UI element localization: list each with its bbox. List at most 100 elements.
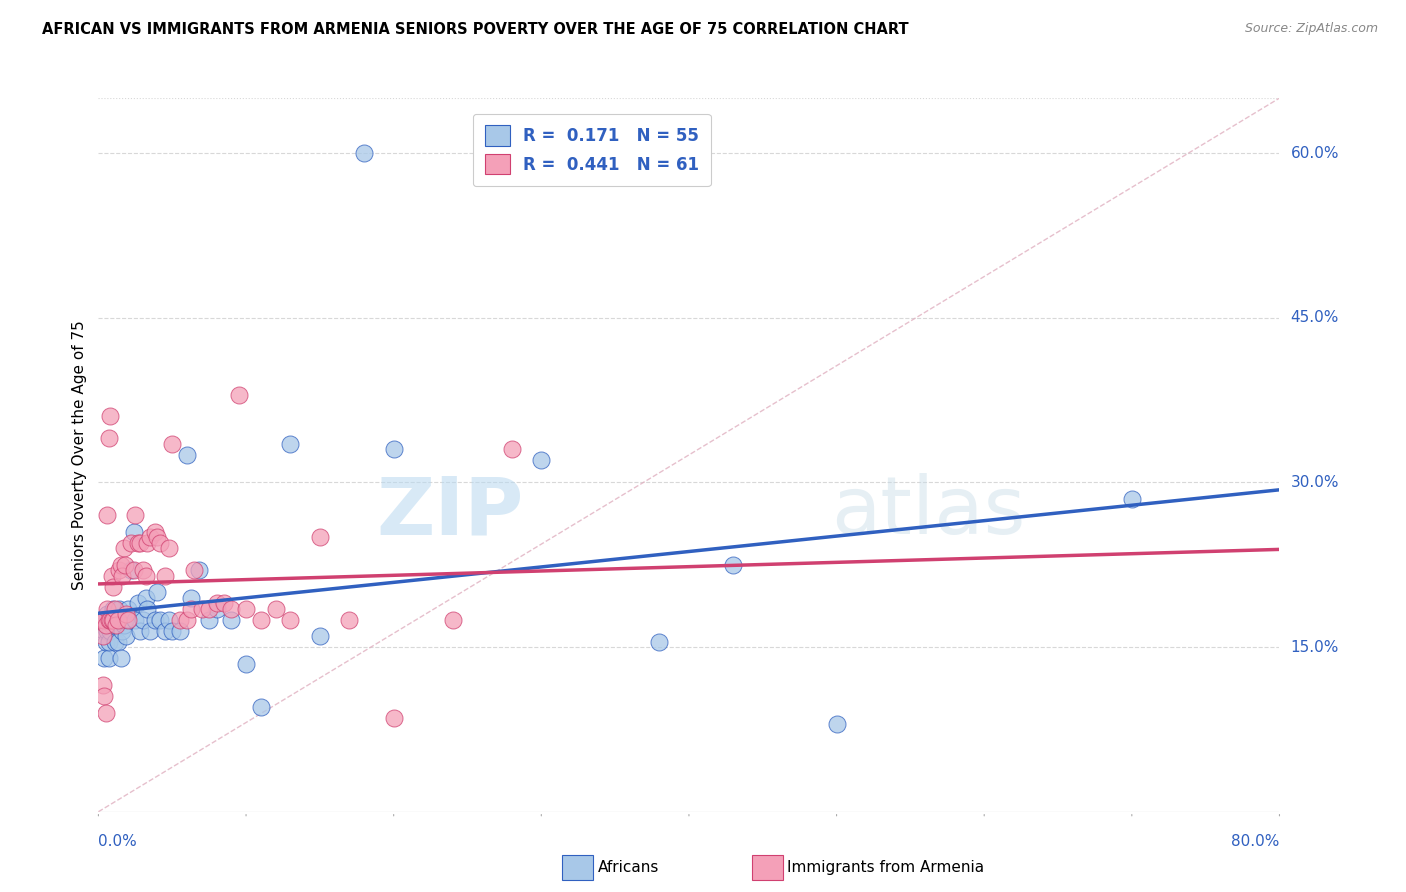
- Point: [146, 585, 169, 599]
- Point: [143, 613, 166, 627]
- Point: [149, 535, 172, 549]
- Point: [176, 613, 198, 627]
- Point: [112, 618, 135, 632]
- Point: [105, 618, 128, 632]
- Point: [180, 591, 202, 605]
- Text: ZIP: ZIP: [377, 473, 523, 551]
- Point: [127, 596, 149, 610]
- Point: [825, 717, 848, 731]
- Point: [648, 634, 671, 648]
- Text: Immigrants from Armenia: Immigrants from Armenia: [787, 861, 984, 875]
- Point: [162, 437, 183, 451]
- Point: [128, 624, 150, 638]
- Point: [96, 624, 118, 638]
- Point: [93, 651, 115, 665]
- Point: [212, 596, 235, 610]
- Point: [100, 618, 122, 632]
- Point: [169, 624, 191, 638]
- Point: [114, 613, 136, 627]
- Text: 30.0%: 30.0%: [1291, 475, 1339, 490]
- Point: [235, 657, 257, 671]
- Point: [135, 591, 157, 605]
- Point: [124, 508, 146, 523]
- Point: [250, 613, 273, 627]
- Point: [153, 568, 176, 582]
- Point: [97, 651, 120, 665]
- Point: [94, 618, 117, 632]
- Point: [100, 568, 122, 582]
- Point: [93, 690, 115, 704]
- Y-axis label: Seniors Poverty Over the Age of 75: Seniors Poverty Over the Age of 75: [72, 320, 87, 590]
- Point: [136, 601, 159, 615]
- Point: [278, 437, 302, 451]
- Point: [91, 629, 114, 643]
- Text: atlas: atlas: [831, 473, 1025, 551]
- Point: [122, 524, 145, 539]
- Point: [108, 563, 131, 577]
- Point: [98, 613, 121, 627]
- Point: [93, 613, 115, 627]
- Point: [104, 634, 127, 648]
- Point: [157, 613, 180, 627]
- Point: [117, 613, 139, 627]
- Point: [149, 613, 172, 627]
- Point: [169, 613, 191, 627]
- Point: [205, 596, 228, 610]
- Point: [176, 448, 198, 462]
- Point: [107, 634, 129, 648]
- Point: [219, 601, 242, 615]
- Point: [96, 607, 118, 621]
- Point: [90, 613, 112, 627]
- Point: [103, 613, 125, 627]
- Point: [93, 624, 115, 638]
- Legend: R =  0.171   N = 55, R =  0.441   N = 61: R = 0.171 N = 55, R = 0.441 N = 61: [472, 113, 710, 186]
- Point: [98, 409, 121, 424]
- Point: [501, 442, 523, 457]
- Point: [337, 613, 360, 627]
- Point: [180, 601, 202, 615]
- Point: [103, 580, 125, 594]
- Point: [128, 535, 150, 549]
- Text: AFRICAN VS IMMIGRANTS FROM ARMENIA SENIORS POVERTY OVER THE AGE OF 75 CORRELATIO: AFRICAN VS IMMIGRANTS FROM ARMENIA SENIO…: [42, 22, 908, 37]
- Point: [264, 601, 287, 615]
- Text: 0.0%: 0.0%: [98, 834, 138, 849]
- Point: [721, 558, 744, 572]
- Point: [97, 634, 120, 648]
- Point: [108, 601, 131, 615]
- Point: [250, 700, 273, 714]
- Point: [90, 613, 112, 627]
- Point: [122, 563, 145, 577]
- Text: 15.0%: 15.0%: [1291, 640, 1339, 655]
- Text: Africans: Africans: [598, 861, 659, 875]
- Text: Source: ZipAtlas.com: Source: ZipAtlas.com: [1244, 22, 1378, 36]
- Point: [120, 563, 142, 577]
- Point: [105, 618, 128, 632]
- Point: [382, 442, 405, 457]
- Point: [191, 601, 214, 615]
- Point: [96, 601, 118, 615]
- Point: [441, 613, 464, 627]
- Point: [530, 453, 553, 467]
- Text: 60.0%: 60.0%: [1291, 145, 1339, 161]
- Point: [111, 624, 134, 638]
- Point: [111, 568, 134, 582]
- Point: [97, 613, 120, 627]
- Point: [162, 624, 183, 638]
- Point: [153, 624, 176, 638]
- Text: 80.0%: 80.0%: [1232, 834, 1279, 849]
- Point: [198, 613, 221, 627]
- Point: [96, 508, 118, 523]
- Point: [235, 601, 257, 615]
- Point: [382, 711, 405, 725]
- Point: [115, 629, 138, 643]
- Point: [107, 613, 129, 627]
- Point: [117, 601, 139, 615]
- Point: [104, 601, 127, 615]
- Point: [98, 624, 121, 638]
- Point: [198, 601, 221, 615]
- Point: [91, 618, 114, 632]
- Point: [114, 558, 136, 572]
- Point: [1121, 491, 1143, 506]
- Point: [136, 535, 159, 549]
- Point: [127, 535, 149, 549]
